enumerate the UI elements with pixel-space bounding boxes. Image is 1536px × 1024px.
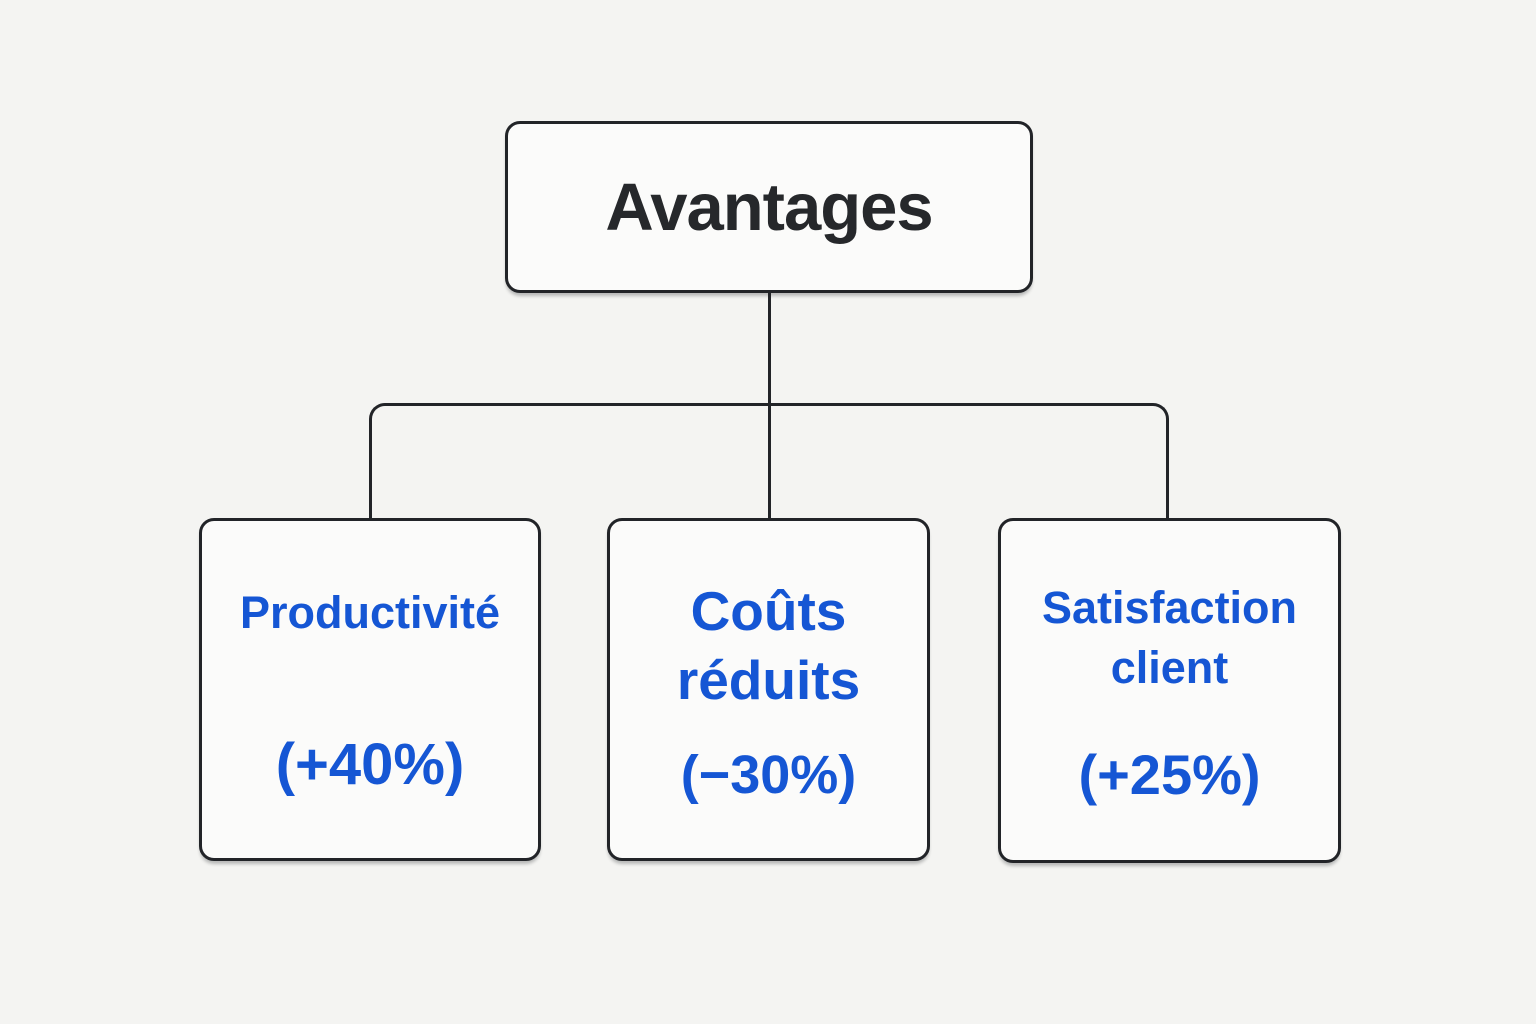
node-productivity: Productivité (+40%)	[199, 518, 541, 861]
node-productivity-label: Productivité	[239, 587, 501, 639]
node-costs-value: (−30%)	[680, 744, 857, 805]
node-productivity-value: (+40%)	[275, 731, 465, 797]
node-costs: Coûts réduits (−30%)	[607, 518, 930, 861]
node-root: Avantages	[505, 121, 1033, 293]
node-costs-label: Coûts réduits	[676, 580, 861, 711]
root-label: Avantages	[605, 169, 933, 245]
node-satisfaction: Satisfaction client (+25%)	[998, 518, 1341, 863]
connector-bracket	[369, 403, 1169, 520]
node-satisfaction-label: Satisfaction client	[1041, 582, 1298, 693]
node-satisfaction-value: (+25%)	[1078, 742, 1261, 806]
